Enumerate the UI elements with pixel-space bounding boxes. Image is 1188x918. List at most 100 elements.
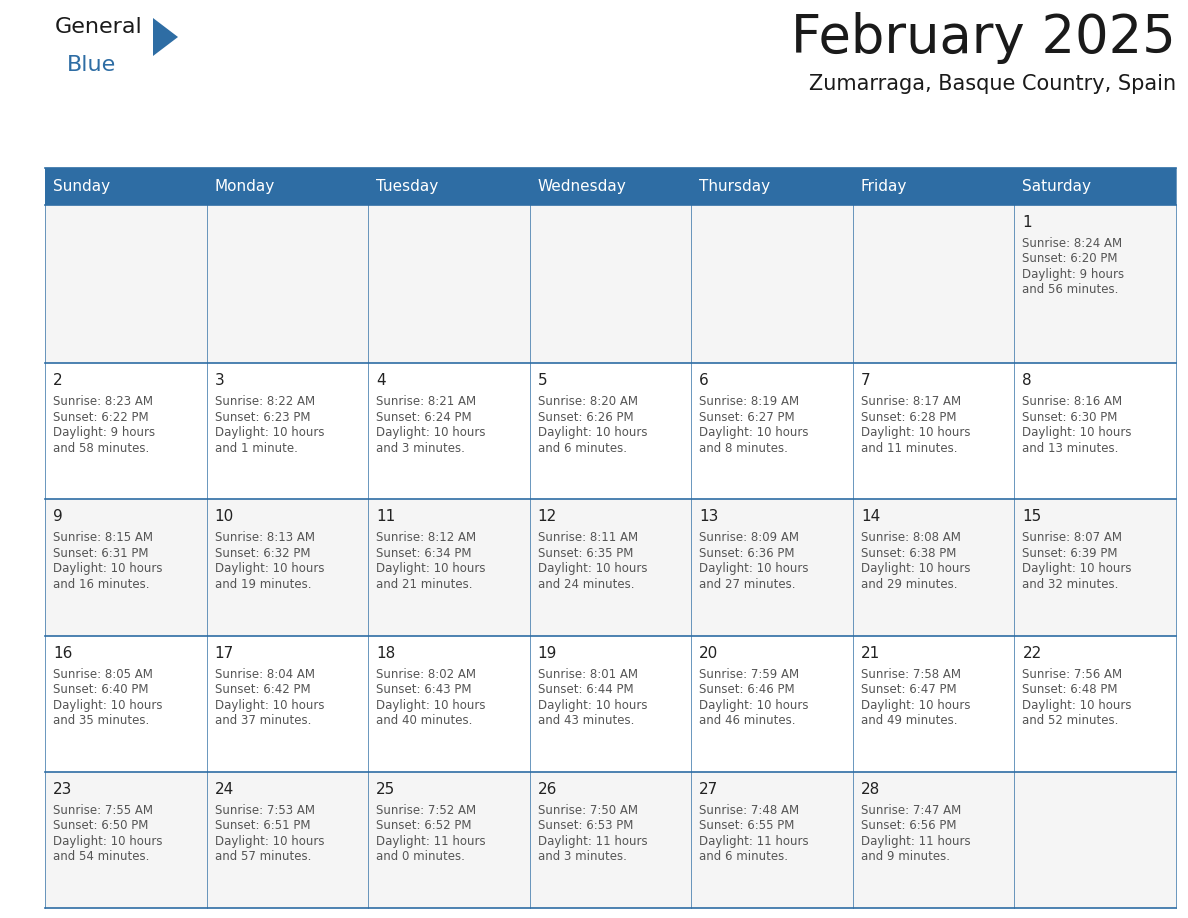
Bar [853, 364, 1015, 499]
Bar [207, 499, 368, 635]
Bar [207, 364, 368, 499]
Bar [1015, 168, 1176, 205]
Bar [530, 772, 691, 908]
Text: Daylight: 10 hours: Daylight: 10 hours [215, 563, 324, 576]
Text: Daylight: 11 hours: Daylight: 11 hours [377, 834, 486, 848]
Text: Sunset: 6:30 PM: Sunset: 6:30 PM [1023, 410, 1118, 424]
Text: Daylight: 10 hours: Daylight: 10 hours [1023, 563, 1132, 576]
Text: and 24 minutes.: and 24 minutes. [538, 578, 634, 591]
Bar [45, 205, 207, 364]
Text: Tuesday: Tuesday [377, 179, 438, 194]
Text: Sunrise: 7:56 AM: Sunrise: 7:56 AM [1023, 667, 1123, 680]
Text: Sunrise: 8:22 AM: Sunrise: 8:22 AM [215, 395, 315, 409]
Text: and 3 minutes.: and 3 minutes. [377, 442, 465, 454]
Text: 11: 11 [377, 509, 396, 524]
Text: Sunrise: 8:05 AM: Sunrise: 8:05 AM [53, 667, 153, 680]
Text: and 43 minutes.: and 43 minutes. [538, 714, 634, 727]
Text: Sunrise: 8:15 AM: Sunrise: 8:15 AM [53, 532, 153, 544]
Text: Daylight: 10 hours: Daylight: 10 hours [861, 563, 971, 576]
Text: 17: 17 [215, 645, 234, 661]
Text: 15: 15 [1023, 509, 1042, 524]
Text: Sunset: 6:50 PM: Sunset: 6:50 PM [53, 819, 148, 833]
Text: Saturday: Saturday [1023, 179, 1092, 194]
Text: Daylight: 10 hours: Daylight: 10 hours [700, 563, 809, 576]
Text: and 54 minutes.: and 54 minutes. [53, 850, 150, 863]
Text: 2: 2 [53, 374, 63, 388]
Text: and 35 minutes.: and 35 minutes. [53, 714, 150, 727]
Text: Daylight: 9 hours: Daylight: 9 hours [1023, 268, 1125, 281]
Text: Daylight: 10 hours: Daylight: 10 hours [700, 426, 809, 439]
Text: Sunset: 6:48 PM: Sunset: 6:48 PM [1023, 683, 1118, 696]
Text: Sunset: 6:24 PM: Sunset: 6:24 PM [377, 410, 472, 424]
Bar [691, 205, 853, 364]
Text: Sunset: 6:44 PM: Sunset: 6:44 PM [538, 683, 633, 696]
Text: 25: 25 [377, 782, 396, 797]
Text: Sunrise: 8:17 AM: Sunrise: 8:17 AM [861, 395, 961, 409]
Text: Sunset: 6:55 PM: Sunset: 6:55 PM [700, 819, 795, 833]
Text: Sunset: 6:27 PM: Sunset: 6:27 PM [700, 410, 795, 424]
Bar [207, 168, 368, 205]
Text: Sunrise: 8:13 AM: Sunrise: 8:13 AM [215, 532, 315, 544]
Text: Daylight: 11 hours: Daylight: 11 hours [700, 834, 809, 848]
Bar [1015, 635, 1176, 772]
Bar [853, 168, 1015, 205]
Text: 16: 16 [53, 645, 72, 661]
Text: Sunrise: 8:20 AM: Sunrise: 8:20 AM [538, 395, 638, 409]
Text: and 49 minutes.: and 49 minutes. [861, 714, 958, 727]
Text: and 19 minutes.: and 19 minutes. [215, 578, 311, 591]
Text: Daylight: 10 hours: Daylight: 10 hours [53, 834, 163, 848]
Text: 12: 12 [538, 509, 557, 524]
Text: Sunset: 6:38 PM: Sunset: 6:38 PM [861, 547, 956, 560]
Text: and 29 minutes.: and 29 minutes. [861, 578, 958, 591]
Text: 1: 1 [1023, 215, 1032, 230]
Bar [45, 499, 207, 635]
Text: Daylight: 11 hours: Daylight: 11 hours [861, 834, 971, 848]
Text: Sunset: 6:40 PM: Sunset: 6:40 PM [53, 683, 148, 696]
Text: Sunset: 6:56 PM: Sunset: 6:56 PM [861, 819, 956, 833]
Text: Daylight: 10 hours: Daylight: 10 hours [377, 563, 486, 576]
Text: and 1 minute.: and 1 minute. [215, 442, 297, 454]
Text: and 52 minutes.: and 52 minutes. [1023, 714, 1119, 727]
Bar [853, 635, 1015, 772]
Text: Daylight: 10 hours: Daylight: 10 hours [861, 699, 971, 711]
Text: 22: 22 [1023, 645, 1042, 661]
Text: and 40 minutes.: and 40 minutes. [377, 714, 473, 727]
Text: Sunrise: 8:12 AM: Sunrise: 8:12 AM [377, 532, 476, 544]
Bar [530, 168, 691, 205]
Text: 9: 9 [53, 509, 63, 524]
Text: and 3 minutes.: and 3 minutes. [538, 850, 626, 863]
Bar [691, 499, 853, 635]
Text: Sunrise: 7:47 AM: Sunrise: 7:47 AM [861, 804, 961, 817]
Bar [45, 168, 207, 205]
Bar [691, 168, 853, 205]
Text: Daylight: 10 hours: Daylight: 10 hours [700, 699, 809, 711]
Text: Friday: Friday [861, 179, 908, 194]
Text: and 9 minutes.: and 9 minutes. [861, 850, 950, 863]
Text: 18: 18 [377, 645, 396, 661]
Text: 14: 14 [861, 509, 880, 524]
Text: Sunset: 6:28 PM: Sunset: 6:28 PM [861, 410, 956, 424]
Bar [368, 205, 530, 364]
Text: Sunrise: 8:23 AM: Sunrise: 8:23 AM [53, 395, 153, 409]
Text: Sunrise: 7:52 AM: Sunrise: 7:52 AM [377, 804, 476, 817]
Bar [368, 772, 530, 908]
Text: and 56 minutes.: and 56 minutes. [1023, 284, 1119, 297]
Text: Daylight: 10 hours: Daylight: 10 hours [53, 699, 163, 711]
Text: February 2025: February 2025 [791, 12, 1176, 64]
Text: and 21 minutes.: and 21 minutes. [377, 578, 473, 591]
Bar [45, 772, 207, 908]
Text: Sunset: 6:53 PM: Sunset: 6:53 PM [538, 819, 633, 833]
Text: Sunset: 6:22 PM: Sunset: 6:22 PM [53, 410, 148, 424]
Text: Daylight: 10 hours: Daylight: 10 hours [861, 426, 971, 439]
Text: Sunset: 6:42 PM: Sunset: 6:42 PM [215, 683, 310, 696]
Text: Sunrise: 7:59 AM: Sunrise: 7:59 AM [700, 667, 800, 680]
Text: 27: 27 [700, 782, 719, 797]
Text: Sunrise: 8:09 AM: Sunrise: 8:09 AM [700, 532, 800, 544]
Bar [691, 772, 853, 908]
Text: Sunset: 6:34 PM: Sunset: 6:34 PM [377, 547, 472, 560]
Text: Daylight: 10 hours: Daylight: 10 hours [53, 563, 163, 576]
Text: and 13 minutes.: and 13 minutes. [1023, 442, 1119, 454]
Text: Sunset: 6:31 PM: Sunset: 6:31 PM [53, 547, 148, 560]
Text: 10: 10 [215, 509, 234, 524]
Text: General: General [55, 17, 143, 37]
